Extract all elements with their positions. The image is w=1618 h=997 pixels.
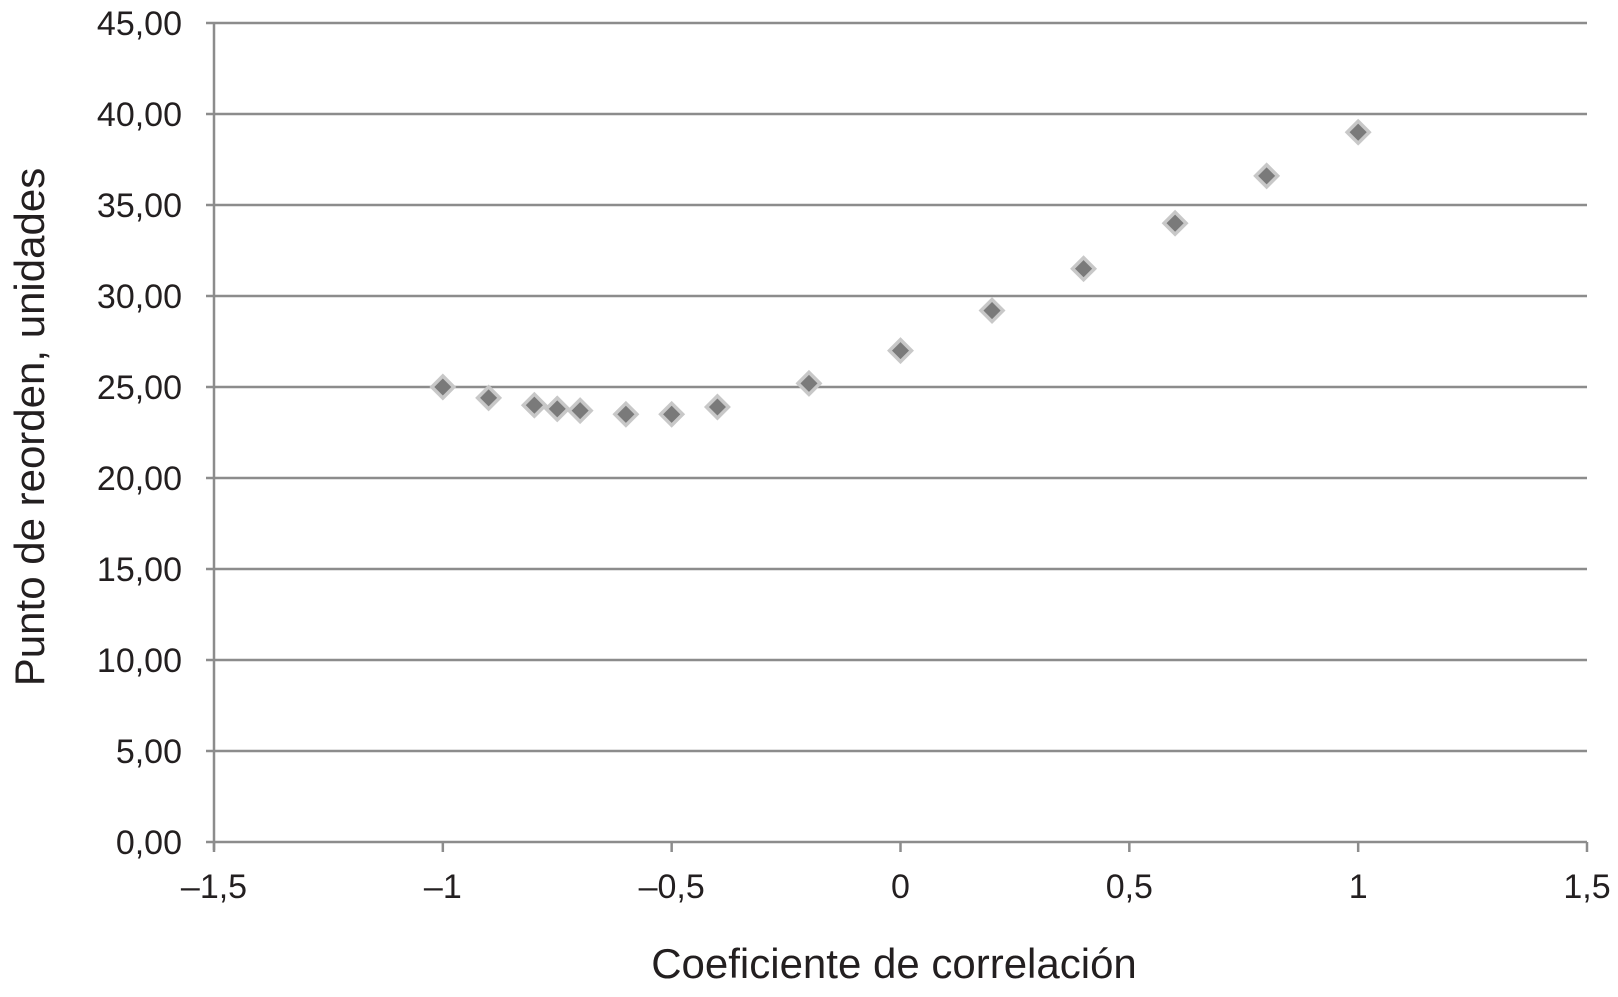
x-tick-label: –1,5 [181, 868, 247, 906]
data-point [887, 337, 914, 365]
grid-lines [214, 21, 1587, 753]
y-tick-label: 20,00 [97, 460, 182, 498]
data-point [475, 384, 503, 412]
data-point [520, 391, 548, 419]
data-point [429, 373, 457, 401]
data-point [543, 395, 571, 423]
x-tick-label: 1 [1349, 868, 1368, 906]
x-tick-label: 0,5 [1106, 868, 1153, 906]
data-point [658, 400, 686, 428]
x-tick-label: –1 [424, 868, 462, 906]
data-point [1161, 209, 1189, 237]
data-point [795, 369, 823, 397]
data-point [1070, 255, 1098, 283]
x-tick-label: 0 [891, 868, 910, 906]
x-axis-title: Coeficiente de correlación [651, 940, 1137, 987]
y-tick-label: 15,00 [97, 551, 182, 589]
data-point [1344, 118, 1372, 146]
data-point [978, 297, 1006, 325]
data-point [703, 393, 731, 421]
data-points [429, 118, 1372, 428]
tick-labels: 0,00 5,00 10,00 15,00 20,00 25,00 30,00 35,00 40… [97, 5, 1611, 906]
y-tick-label: 10,00 [97, 642, 182, 680]
x-tick-label: 1,5 [1563, 868, 1610, 906]
y-tick-label: 0,00 [116, 824, 182, 862]
data-point [566, 397, 594, 425]
y-tick-label: 40,00 [97, 96, 182, 134]
y-axis-title: Punto de reorden, unidades [6, 168, 53, 686]
data-point [612, 400, 640, 428]
y-tick-label: 5,00 [116, 733, 182, 771]
data-point [1253, 162, 1281, 190]
y-tick-label: 25,00 [97, 369, 182, 407]
axes [206, 21, 1589, 852]
y-tick-label: 35,00 [97, 187, 182, 225]
y-tick-label: 45,00 [97, 5, 182, 43]
y-tick-label: 30,00 [97, 278, 182, 316]
x-tick-label: –0,5 [639, 868, 705, 906]
